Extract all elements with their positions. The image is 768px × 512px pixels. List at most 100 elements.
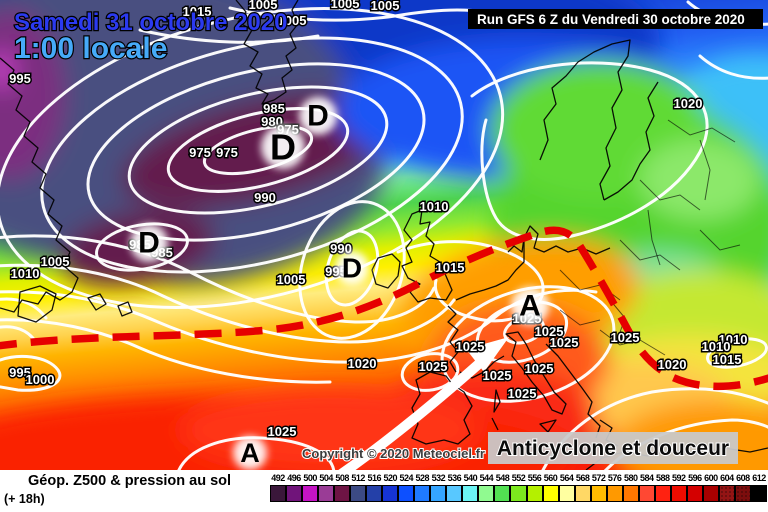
scale-swatch [318, 485, 335, 502]
scale-cell: 560 [542, 473, 559, 502]
pressure-label: 1005 [41, 254, 70, 269]
pressure-label: 1010 [420, 199, 449, 214]
pressure-center-letter: D [307, 100, 329, 133]
scale-cell: 612 [750, 473, 767, 502]
scale-tick: 492 [271, 473, 285, 483]
scale-cell: 492 [270, 473, 287, 502]
pressure-center-glow [261, 125, 305, 169]
scale-swatch [366, 485, 383, 502]
scale-tick: 596 [688, 473, 702, 483]
pressure-label: 995 [9, 365, 31, 380]
scale-swatch [446, 485, 463, 502]
scale-swatch [382, 485, 399, 502]
pressure-center-glow [335, 251, 369, 285]
weather-map: Copyright © 2020 Meteociel.fr 1015 1005 10… [0, 0, 768, 470]
scale-cell: 508 [334, 473, 351, 502]
scale-tick: 548 [495, 473, 510, 483]
scale-tick: 584 [639, 473, 654, 483]
pressure-label: 1020 [658, 357, 687, 372]
lead-time-label: (+ 18h) [4, 492, 45, 506]
pressure-center-letter: D [270, 127, 296, 168]
scale-tick: 604 [720, 473, 734, 483]
pressure-label: 1025 [550, 335, 579, 350]
footer-bar: Géop. Z500 & pression au sol (+ 18h) 492… [0, 470, 768, 512]
map-time: 1:00 locale [14, 32, 167, 65]
scale-swatch [462, 485, 479, 502]
scale-tick: 540 [463, 473, 478, 483]
scale-cell: 504 [318, 473, 335, 502]
pressure-label: 1010 [719, 332, 748, 347]
pressure-label: 1005 [249, 0, 278, 12]
color-field [0, 0, 768, 470]
scale-tick: 524 [399, 473, 414, 483]
annotation-text: Anticyclone et douceur [497, 437, 729, 460]
pressure-label: 1015 [713, 352, 742, 367]
scale-cell: 580 [622, 473, 639, 502]
pressure-label: 1005 [331, 0, 360, 11]
pressure-center-letter: D [342, 253, 362, 284]
scale-cell: 592 [670, 473, 687, 502]
pressure-label: 1000 [26, 372, 55, 387]
scale-cell: 540 [462, 473, 479, 502]
scale-cell: 536 [446, 473, 463, 502]
pressure-label: 1010 [11, 266, 40, 281]
scale-swatch [510, 485, 527, 502]
pressure-label: 1025 [419, 359, 448, 374]
scale-swatch [702, 485, 719, 502]
scale-tick: 504 [319, 473, 333, 483]
scale-cell: 576 [606, 473, 623, 502]
map-date: Samedi 31 octobre 2020 [14, 9, 287, 36]
pressure-label: 975 [216, 145, 238, 160]
scale-tick: 520 [383, 473, 397, 483]
scale-cell: 584 [638, 473, 655, 502]
pressure-label: 1015 [436, 260, 465, 275]
scale-swatch [670, 485, 687, 502]
pressure-label: 1005 [277, 272, 306, 287]
scale-tick: 512 [351, 473, 365, 483]
scale-cell: 548 [494, 473, 511, 502]
scale-cell: 596 [686, 473, 703, 502]
scale-tick: 564 [559, 473, 574, 483]
scale-tick: 588 [656, 473, 670, 483]
scale-cell: 604 [718, 473, 735, 502]
pressure-label: 1025 [508, 386, 537, 401]
scale-cell: 516 [366, 473, 383, 502]
pressure-center-letter: A [519, 290, 541, 323]
pressure-label: 990 [254, 190, 276, 205]
scale-swatch [590, 485, 607, 502]
product-label: Géop. Z500 & pression au sol [28, 473, 232, 489]
pressure-label: 1005 [278, 13, 307, 28]
scale-swatch [654, 485, 671, 502]
scale-swatch [414, 485, 431, 502]
scale-swatch [526, 485, 543, 502]
scale-cell: 544 [478, 473, 495, 502]
scale-tick: 500 [303, 473, 317, 483]
scale-swatch [750, 485, 767, 502]
scale-cell: 600 [702, 473, 719, 502]
scale-cell: 524 [398, 473, 415, 502]
scale-cell: 496 [286, 473, 303, 502]
scale-swatch [622, 485, 639, 502]
scale-cell: 556 [526, 473, 543, 502]
pressure-center-glow [511, 287, 549, 325]
scale-tick: 508 [335, 473, 349, 483]
scale-tick: 608 [736, 473, 750, 483]
pressure-label: 1020 [348, 356, 377, 371]
scale-cell: 500 [302, 473, 319, 502]
annotation-arrow [338, 337, 509, 470]
scale-swatch [302, 485, 319, 502]
scale-swatch [270, 485, 287, 502]
scale-swatch [606, 485, 623, 502]
scale-tick: 536 [447, 473, 462, 483]
scale-tick: 612 [752, 473, 766, 483]
scale-swatch [494, 485, 511, 502]
scale-cell: 520 [382, 473, 399, 502]
pressure-center-glow [299, 97, 337, 135]
pressure-center-letter: A [240, 438, 260, 468]
scale-swatch [286, 485, 303, 502]
color-scale-legend: 492 496 500 504 508 512 516 520 524 528 532 536 540 5… [270, 473, 767, 502]
scale-swatch [398, 485, 415, 502]
pressure-center-glow [233, 436, 267, 470]
